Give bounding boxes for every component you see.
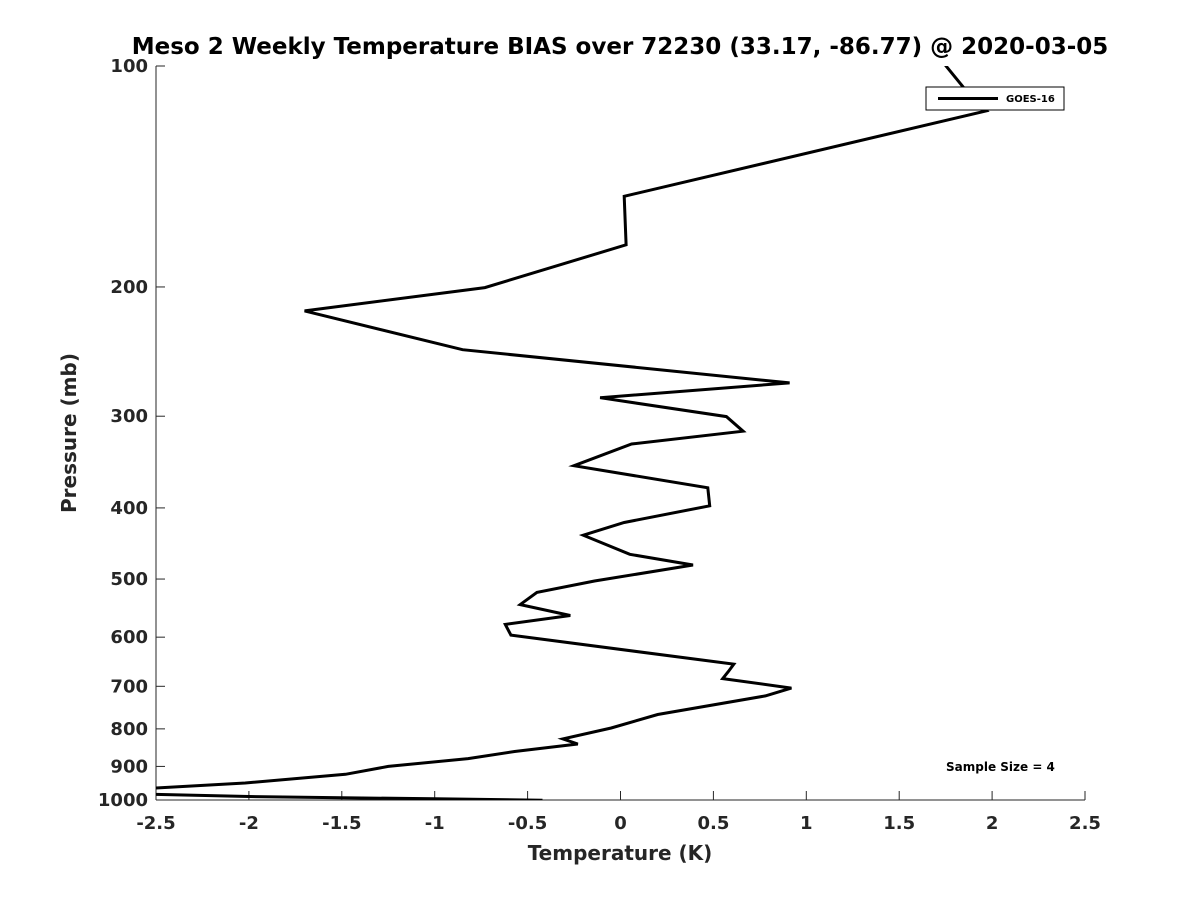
- y-axis-label: Pressure (mb): [57, 353, 81, 513]
- x-tick-label: 1: [800, 813, 813, 834]
- y-axis-ticks: 100 200 300 400 500 600 700 800 900 1000: [98, 56, 165, 811]
- x-tick-label: -0.5: [508, 813, 547, 834]
- sample-size-annotation: Sample Size = 4: [946, 760, 1055, 774]
- y-tick-label: 800: [110, 719, 148, 740]
- y-tick-label: 700: [110, 676, 148, 697]
- x-axis-ticks: -2.5 -2 -1.5 -1 -0.5 0 0.5 1 1.5 2 2.5: [136, 791, 1101, 834]
- legend: GOES-16: [925, 86, 1065, 111]
- chart-title: Meso 2 Weekly Temperature BIAS over 7223…: [132, 34, 1109, 60]
- x-tick-label: -2.5: [136, 813, 175, 834]
- x-tick-label: 2.5: [1069, 813, 1101, 834]
- x-tick-label: 0.5: [697, 813, 729, 834]
- y-tick-label: 900: [110, 756, 148, 777]
- x-tick-label: -2: [239, 813, 259, 834]
- y-tick-label: 1000: [98, 790, 148, 811]
- x-axis-label: Temperature (K): [528, 841, 713, 865]
- x-tick-label: 2: [986, 813, 999, 834]
- legend-label-goes-16: GOES-16: [1006, 94, 1055, 105]
- y-tick-label: 200: [110, 277, 148, 298]
- y-tick-label: 600: [110, 627, 148, 648]
- x-tick-label: 0: [614, 813, 627, 834]
- series-line-goes-16: [156, 66, 990, 800]
- y-tick-label: 100: [110, 56, 148, 77]
- y-tick-label: 500: [110, 569, 148, 590]
- series-group: [156, 66, 990, 800]
- y-tick-label: 400: [110, 498, 148, 519]
- x-tick-label: -1.5: [322, 813, 361, 834]
- x-tick-label: -1: [425, 813, 445, 834]
- y-tick-label: 300: [110, 406, 148, 427]
- x-tick-label: 1.5: [883, 813, 915, 834]
